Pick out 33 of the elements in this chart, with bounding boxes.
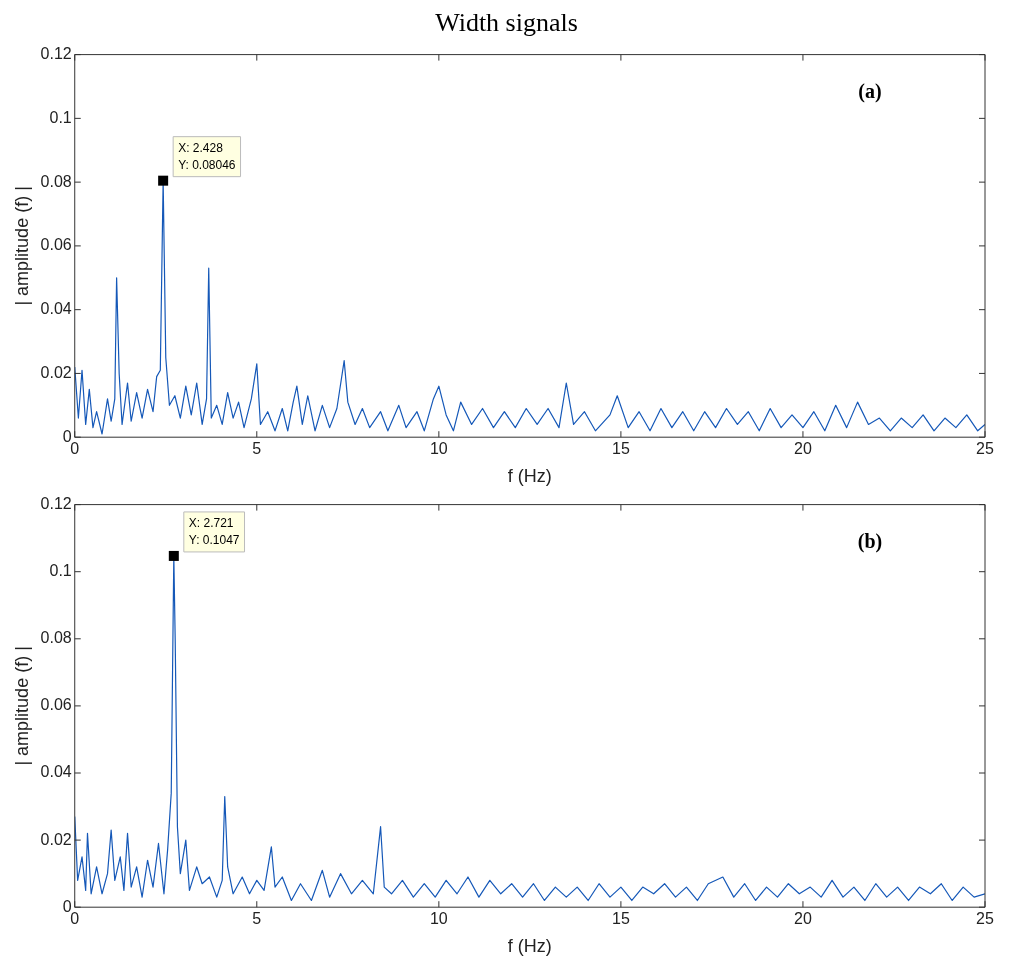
annotation: (a) (858, 79, 882, 103)
y-axis-title: | amplitude (f) | (11, 646, 32, 766)
x-tick-label: 10 (429, 910, 448, 928)
x-tick-label: 25 (976, 910, 994, 928)
y-tick-label: 0.12 (40, 45, 72, 63)
annotation: (b) (857, 529, 883, 553)
y-tick-label: 0 (62, 427, 72, 445)
x-axis-title: f (Hz) (507, 936, 552, 957)
y-tick-label: 0.06 (40, 236, 72, 254)
y-tick-label: 0.08 (40, 629, 72, 647)
y-tick-label: 0.06 (40, 696, 72, 714)
x-tick-label: 15 (612, 440, 630, 458)
y-tick-label: 0.04 (40, 300, 72, 318)
y-tick-label: 0 (62, 897, 72, 915)
x-tick-label: 5 (252, 440, 262, 458)
x-tick-label: 20 (794, 440, 812, 458)
y-tick-label: 0.02 (40, 830, 72, 848)
annotation: X: 2.721 Y: 0.1047 (188, 516, 240, 548)
annotation: X: 2.428 Y: 0.08046 (178, 140, 236, 172)
y-tick-label: 0.08 (40, 172, 72, 190)
y-axis-title: | amplitude (f) | (11, 186, 32, 306)
y-tick-label: 0.02 (40, 363, 72, 381)
x-tick-label: 20 (794, 910, 812, 928)
y-tick-label: 0.12 (40, 495, 72, 513)
chart-title: Width signals (434, 8, 579, 39)
x-axis-title: f (Hz) (507, 466, 552, 487)
y-tick-label: 0.04 (40, 763, 72, 781)
x-tick-label: 5 (252, 910, 262, 928)
y-tick-label: 0.1 (49, 108, 72, 126)
x-tick-label: 10 (429, 440, 448, 458)
y-tick-label: 0.1 (49, 562, 72, 580)
x-tick-label: 25 (976, 440, 994, 458)
x-tick-label: 15 (612, 910, 630, 928)
